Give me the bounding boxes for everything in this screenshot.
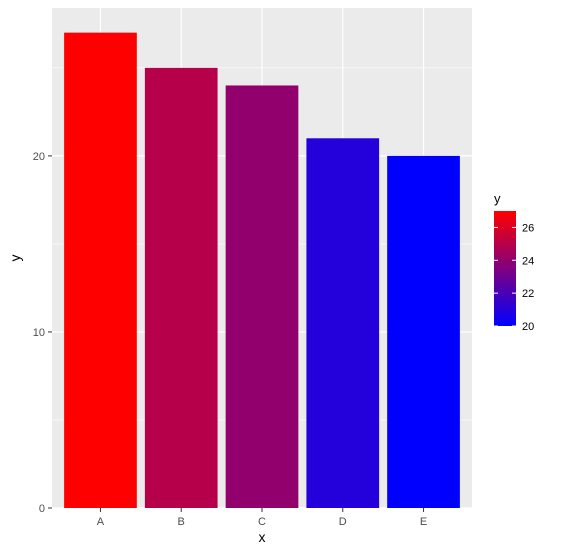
x-tick-label: B [178,516,185,528]
bar-E [387,155,460,508]
bar-D [306,138,380,509]
legend-tick-label: 24 [522,255,534,267]
x-axis-ticks: A B C D E [97,508,427,528]
y-tick-label: 20 [33,151,45,163]
x-tick-label: A [97,516,105,528]
legend-title: y [494,191,501,206]
bar-B [144,67,218,508]
bar-A [64,32,137,508]
y-axis-title: y [7,255,23,262]
legend: y 20 22 24 26 [494,191,534,333]
legend-tick-label: 20 [522,321,534,333]
y-tick-label: 10 [33,327,45,339]
x-tick-label: E [420,516,427,528]
bar-C [225,85,299,509]
legend-tick-label: 22 [522,288,534,300]
legend-colorbar [494,211,516,326]
x-tick-label: D [339,516,347,528]
x-tick-label: C [258,516,266,528]
bars [64,32,460,509]
y-tick-label: 0 [39,503,45,515]
legend-tick-label: 26 [522,222,534,234]
y-axis-ticks: 0 10 20 [33,151,52,515]
x-axis-title: x [259,529,266,545]
legend-ticks: 20 22 24 26 [494,222,534,333]
